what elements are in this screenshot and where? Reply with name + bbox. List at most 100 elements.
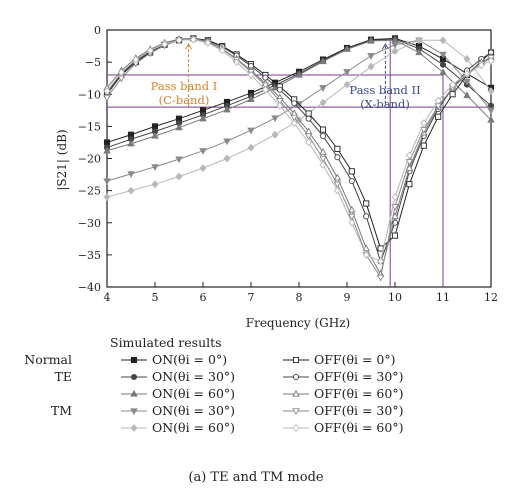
data-point (487, 107, 495, 115)
legend-swatch-marker (130, 424, 138, 432)
data-point (151, 164, 159, 171)
data-point (291, 100, 298, 107)
data-point (151, 123, 159, 130)
data-point (391, 193, 399, 201)
data-point (363, 200, 370, 207)
data-point (295, 70, 303, 78)
data-point (333, 186, 341, 195)
data-point (439, 68, 447, 76)
x-tick-label: 12 (484, 291, 498, 304)
y-tick-label: −30 (78, 217, 101, 230)
data-point (348, 177, 355, 185)
legend-swatch (121, 373, 147, 381)
data-point (348, 205, 356, 213)
data-point (305, 138, 313, 147)
x-tick-label: 8 (296, 291, 303, 304)
series-5 (103, 35, 495, 252)
x-tick-label: 9 (344, 291, 351, 304)
data-point (103, 178, 111, 186)
data-point (333, 173, 342, 181)
data-point (449, 80, 457, 89)
data-point (290, 119, 298, 128)
legend-swatch (283, 356, 309, 364)
data-point (348, 218, 356, 227)
data-point (117, 68, 125, 77)
data-point (132, 55, 140, 64)
data-point (415, 36, 423, 45)
data-point (487, 115, 495, 123)
y-tick-label: −10 (78, 88, 101, 101)
data-point (199, 114, 207, 122)
data-point (405, 151, 413, 160)
data-point (276, 101, 284, 110)
legend-swatch-marker (292, 408, 300, 416)
legend-label: ON(θi = 60°) (152, 420, 236, 435)
y-tick-label: 0 (94, 24, 101, 37)
data-point (420, 126, 428, 134)
data-point (343, 69, 351, 76)
legend-group-te: TE (54, 369, 72, 384)
legend-group-tm: TM (50, 403, 72, 418)
data-point (362, 251, 370, 259)
chart-svg: 4 5 6 7 8 9 10 11 12 0 −5 −10 −15 −20 −25 −30 −35 −40 Pas… (55, 24, 498, 330)
data-point (127, 139, 135, 147)
legend-swatch (121, 356, 147, 364)
data-point (319, 161, 327, 169)
data-point (305, 115, 312, 122)
legend-label: OFF(θi = 60°) (314, 420, 404, 435)
y-tick-label: −15 (78, 120, 101, 133)
data-point (151, 131, 159, 139)
data-point (175, 172, 183, 181)
data-point (103, 87, 111, 95)
data-point (391, 47, 399, 56)
band1-label-line1: Pass band I (151, 79, 218, 93)
legend-swatch (283, 408, 309, 416)
x-tick-label: 11 (436, 291, 450, 304)
data-point (247, 71, 255, 79)
data-point (434, 96, 442, 105)
y-axis-label: |S21| (dB) (55, 129, 69, 190)
band1-label-line2: (C-band) (159, 93, 210, 107)
y-tick-label: −35 (78, 249, 101, 262)
y-tick-label: −40 (78, 281, 101, 294)
band2-label-line2: (X-band) (360, 97, 410, 111)
y-tick-label: −20 (78, 153, 101, 166)
data-point (319, 147, 327, 155)
data-point (463, 55, 471, 63)
x-tick-label: 6 (200, 291, 207, 304)
data-point (487, 56, 495, 65)
x-axis-label: Frequency (GHz) (246, 316, 350, 330)
series-line (106, 37, 492, 276)
data-point (146, 46, 154, 55)
data-point (261, 85, 269, 94)
data-point (175, 156, 183, 164)
data-point (377, 245, 384, 252)
data-point (362, 244, 370, 252)
data-point (343, 45, 351, 52)
legend-swatch (283, 373, 309, 381)
data-point (261, 82, 270, 90)
data-point (218, 46, 226, 55)
legend-title: Simulated results (110, 335, 222, 350)
data-point (103, 94, 111, 102)
x-tick-label: 10 (388, 291, 402, 304)
data-point (319, 126, 327, 133)
data-point (439, 61, 447, 68)
data-point (449, 91, 456, 98)
band1-arrow-head (185, 43, 193, 50)
data-point (363, 213, 370, 220)
legend-group-normal: Normal (24, 352, 72, 367)
data-point (161, 40, 169, 49)
data-point (367, 62, 375, 71)
x-tick-label: 4 (104, 291, 111, 304)
legend-label: OFF(θi = 30°) (314, 369, 404, 384)
data-point (334, 145, 341, 152)
data-point (435, 113, 442, 120)
legend-swatch-marker (130, 389, 138, 397)
data-point (223, 138, 231, 146)
data-point (151, 180, 159, 189)
series-line (106, 38, 492, 279)
data-point (290, 114, 298, 122)
data-point (477, 61, 485, 70)
legend-swatch-marker (292, 356, 300, 364)
